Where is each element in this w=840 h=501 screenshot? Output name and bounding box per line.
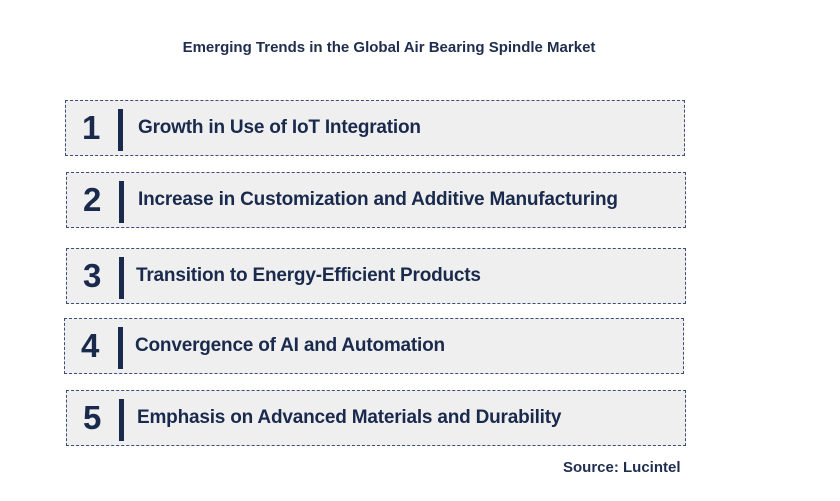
trend-divider <box>119 399 124 441</box>
trend-divider <box>118 327 123 369</box>
trend-item-5: 5 Emphasis on Advanced Materials and Dur… <box>66 390 686 446</box>
trend-divider <box>118 109 123 151</box>
trend-number: 5 <box>83 399 102 436</box>
diagram-title: Emerging Trends in the Global Air Bearin… <box>182 39 596 56</box>
trend-number: 4 <box>81 327 100 364</box>
trend-item-1: 1 Growth in Use of IoT Integration <box>65 100 685 156</box>
trend-number: 2 <box>83 181 102 218</box>
trend-label: Emphasis on Advanced Materials and Durab… <box>137 407 562 428</box>
trend-divider <box>119 257 124 299</box>
trend-number: 3 <box>83 257 102 294</box>
trend-label: Increase in Customization and Additive M… <box>138 189 618 210</box>
trend-label: Growth in Use of IoT Integration <box>138 117 421 138</box>
trend-label: Transition to Energy-Efficient Products <box>136 265 481 286</box>
trend-number: 1 <box>82 109 101 146</box>
trend-item-2: 2 Increase in Customization and Additive… <box>66 172 686 228</box>
trend-divider <box>119 181 124 223</box>
trend-item-3: 3 Transition to Energy-Efficient Product… <box>66 248 686 304</box>
source-note: Source: Lucintel <box>563 459 681 476</box>
trend-item-4: 4 Convergence of AI and Automation <box>64 318 684 374</box>
trend-label: Convergence of AI and Automation <box>135 335 445 356</box>
